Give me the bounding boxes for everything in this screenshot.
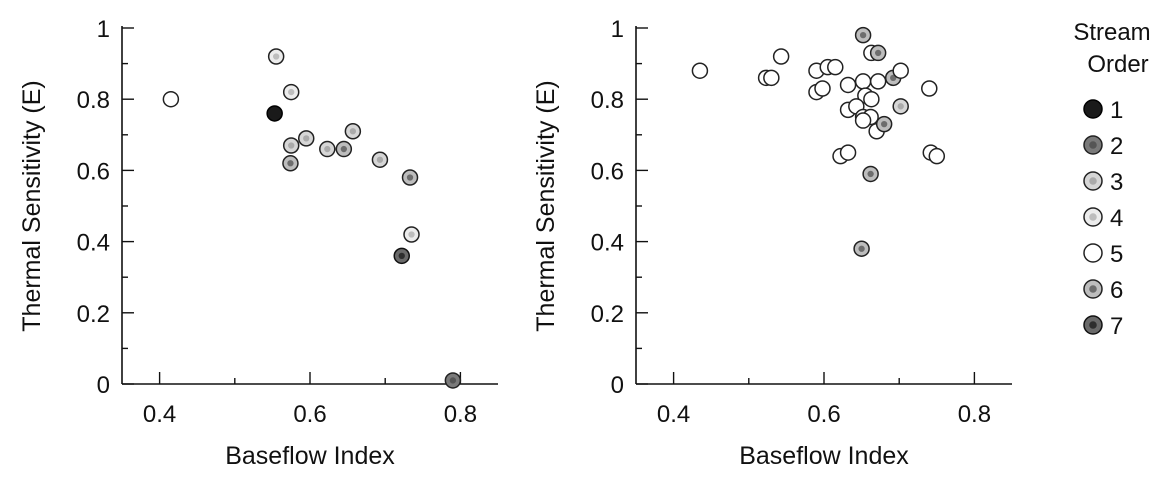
data-point xyxy=(814,80,831,97)
legend-label: 4 xyxy=(1110,205,1123,232)
legend-label: 2 xyxy=(1110,133,1123,160)
data-point xyxy=(282,83,300,101)
x-tick-label: 0.8 xyxy=(958,401,991,428)
data-point xyxy=(854,112,872,129)
legend-entry: 1 xyxy=(1083,97,1123,124)
legend-marker xyxy=(1083,315,1103,335)
data-point xyxy=(892,98,909,115)
scatter-panel-2: 0 0.2 0.4 0.6 0.8 1 0.4 0.6 0.8 Baseflow Index The… xyxy=(532,16,1012,470)
data-point xyxy=(892,62,909,79)
legend-marker xyxy=(1083,171,1103,191)
legend-label: 3 xyxy=(1110,169,1123,196)
x-tick-label: 0.8 xyxy=(444,401,477,428)
data-point xyxy=(763,69,780,87)
data-point xyxy=(335,140,353,158)
data-point xyxy=(371,151,389,168)
x-axis-title: Baseflow Index xyxy=(225,442,395,470)
legend-entry: 5 xyxy=(1083,241,1123,268)
y-tick-label: 0.4 xyxy=(77,230,110,257)
legend-marker xyxy=(1083,279,1103,299)
y-tick-label: 0 xyxy=(611,372,624,399)
scatter-panel-1: 0 0.2 0.4 0.6 0.8 1 0.4 0.6 0.8 Baseflow Index The… xyxy=(18,16,498,470)
legend-label: 5 xyxy=(1110,241,1123,268)
data-point xyxy=(282,137,300,154)
legend-entry: 6 xyxy=(1083,277,1123,304)
data-point xyxy=(266,105,283,122)
y-tick-label: 1 xyxy=(97,16,110,43)
x-tick-label: 0.6 xyxy=(293,401,326,428)
data-point xyxy=(297,130,315,147)
data-point xyxy=(928,147,946,165)
data-point xyxy=(344,122,362,140)
data-point xyxy=(839,76,857,94)
data-point xyxy=(875,115,893,133)
data-point xyxy=(921,80,938,97)
data-point xyxy=(772,48,790,65)
data-point xyxy=(853,240,870,257)
x-tick-label: 0.6 xyxy=(807,401,840,428)
stream-order-legend: Stream Order 1 2 3 4 5 6 7 xyxy=(1073,19,1150,340)
y-tick-label: 0.2 xyxy=(77,301,110,328)
legend-marker xyxy=(1083,243,1103,263)
y-tick-label: 0.8 xyxy=(591,87,624,114)
data-point xyxy=(267,48,285,65)
data-point xyxy=(282,155,299,172)
y-tick-label: 0.4 xyxy=(591,230,624,257)
data-point xyxy=(839,144,857,161)
y-axis-title: Thermal Sensitivity (E) xyxy=(18,80,46,331)
data-point xyxy=(854,73,872,90)
legend-marker xyxy=(1083,207,1103,227)
legend-label: 7 xyxy=(1110,313,1123,340)
legend-entry: 4 xyxy=(1083,205,1123,232)
data-point xyxy=(444,372,462,389)
data-point xyxy=(862,165,879,183)
data-point xyxy=(162,90,180,108)
legend-title-line1: Stream xyxy=(1073,19,1150,46)
legend-entry: 3 xyxy=(1083,169,1123,196)
data-point xyxy=(393,247,410,265)
legend-entry: 7 xyxy=(1083,313,1123,340)
legend-label: 1 xyxy=(1110,97,1123,124)
y-axis-title: Thermal Sensitivity (E) xyxy=(532,80,560,331)
legend-marker xyxy=(1083,135,1103,155)
data-point xyxy=(869,73,887,90)
y-tick-label: 0.6 xyxy=(591,158,624,185)
y-tick-label: 0.2 xyxy=(591,301,624,328)
x-tick-label: 0.4 xyxy=(143,401,176,428)
data-point xyxy=(827,58,844,76)
y-tick-label: 1 xyxy=(611,16,624,43)
x-axis-title: Baseflow Index xyxy=(739,442,909,470)
data-point xyxy=(319,140,336,158)
legend-entry: 2 xyxy=(1083,133,1123,160)
legend-label: 6 xyxy=(1110,277,1123,304)
legend-title-line2: Order xyxy=(1087,51,1148,78)
data-point xyxy=(863,90,880,108)
data-point xyxy=(691,62,709,79)
data-point xyxy=(401,169,419,186)
y-tick-label: 0.8 xyxy=(77,87,110,114)
x-tick-label: 0.4 xyxy=(657,401,690,428)
y-tick-label: 0.6 xyxy=(77,158,110,185)
legend-marker xyxy=(1083,99,1103,119)
data-point xyxy=(854,26,872,44)
data-point xyxy=(403,226,420,243)
y-tick-label: 0 xyxy=(97,372,110,399)
data-point xyxy=(869,44,887,62)
